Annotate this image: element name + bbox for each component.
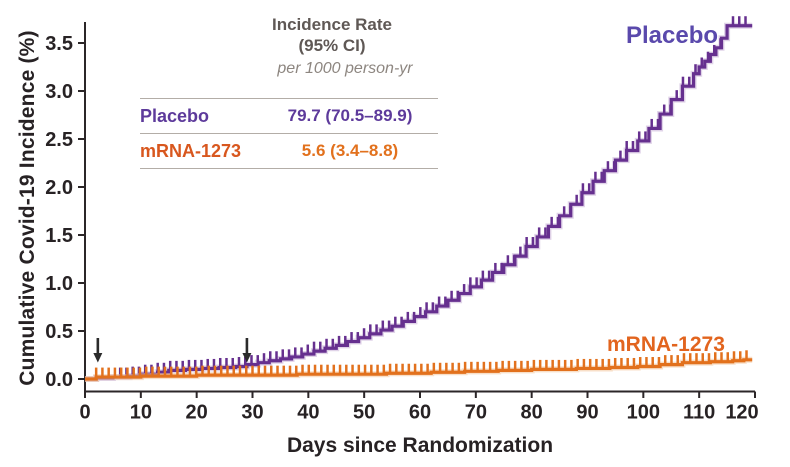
y-tick-label: 3.0 [45,81,73,103]
incidence-rate-table: Incidence Rate (95% CI) per 1000 person-… [140,14,438,169]
x-tick-label: 120 [725,402,758,424]
placebo-curve [85,24,753,381]
dose-arrow-head [93,353,103,363]
table-row-placebo-value: 79.7 (70.5–89.9) [287,106,413,125]
x-tick-label: 40 [297,402,319,424]
x-tick-label: 20 [186,402,208,424]
dose-arrow-head [242,353,252,363]
x-tick-label: 50 [353,402,375,424]
table-header-line1: Incidence Rate [272,15,392,34]
x-tick-label: 10 [130,402,152,424]
x-tick-label: 90 [576,402,598,424]
table-header-line2: (95% CI) [298,36,366,55]
mrna-curve-label: mRNA-1273 [607,333,725,356]
x-tick-label: 70 [465,402,487,424]
table-row-placebo-name: Placebo [140,105,210,126]
x-tick-label: 30 [241,402,263,424]
table-row-placebo: Placebo 79.7 (70.5–89.9) [140,98,438,133]
x-tick-label: 0 [79,402,90,424]
y-tick-label: 0.0 [45,369,73,391]
y-tick-label: 2.0 [45,177,73,199]
y-axis-title: Cumulative Covid-19 Incidence (%) [16,30,39,386]
table-units: per 1000 person-yr [277,60,413,77]
y-tick-label: 1.5 [45,225,73,247]
x-tick-label: 60 [409,402,431,424]
mrna-curve [85,358,753,381]
table-row-mrna-name: mRNA-1273 [140,140,242,161]
y-tick-label: 1.0 [45,273,73,295]
x-tick-label: 80 [521,402,543,424]
y-tick-label: 2.5 [45,129,73,151]
placebo-curve-label: Placebo [626,22,719,49]
x-tick-label: 110 [683,402,715,424]
x-tick-label: 100 [627,402,660,424]
x-axis-title: Days since Randomization [286,434,554,457]
table-row-mrna: mRNA-1273 5.6 (3.4–8.8) [140,133,438,169]
y-tick-label: 3.5 [45,33,73,55]
y-tick-label: 0.5 [45,321,73,343]
table-row-mrna-value: 5.6 (3.4–8.8) [301,141,399,160]
